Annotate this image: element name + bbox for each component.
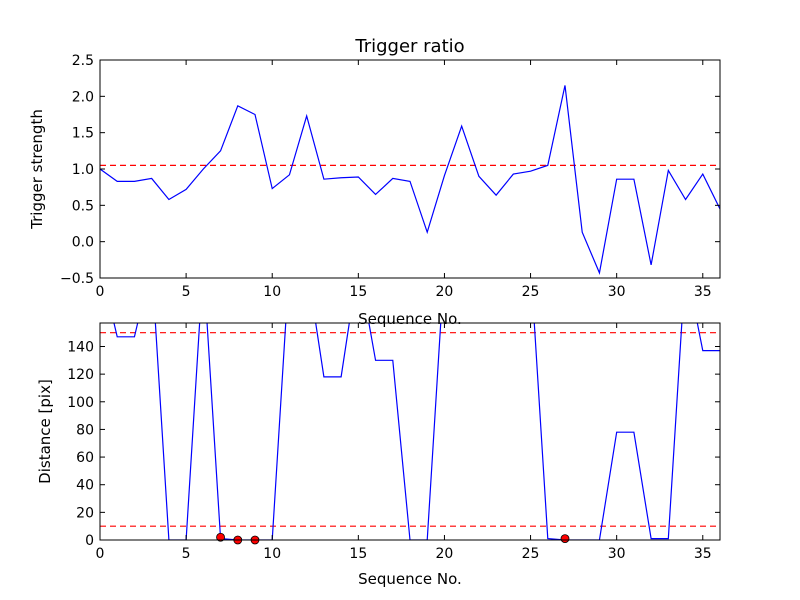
top-xtick-label: 20: [436, 284, 454, 300]
bottom-ytick-label: 40: [76, 478, 94, 494]
top-ytick-label: 1.5: [72, 126, 94, 142]
bottom-xtick-label: 5: [182, 546, 191, 562]
bottom-xtick-label: 0: [96, 546, 105, 562]
bottom-ytick-label: 140: [67, 339, 94, 355]
bottom-ytick-label: 20: [76, 505, 94, 521]
top-plot-area: [100, 85, 720, 275]
top-xtick-label: 15: [349, 284, 367, 300]
top-xtick-label: 5: [182, 284, 191, 300]
top-plot: 0 5 10 15 20 25 30 35 −0.5 0.0 0.5 1.0 1.5 2.0 2.5 Sequ…: [28, 53, 721, 328]
bottom-xtick-label: 15: [349, 546, 367, 562]
top-xtick-label: 35: [694, 284, 712, 300]
bottom-ytick-label: 60: [76, 450, 94, 466]
top-axes-frame: [99, 59, 721, 279]
top-xtick-label: 0: [96, 284, 105, 300]
bottom-ytick-label: 120: [67, 367, 94, 383]
top-yaxis-label: Trigger strength: [28, 109, 46, 230]
bottom-xtick-label: 20: [436, 546, 454, 562]
bottom-xtick-label: 25: [522, 546, 540, 562]
top-xaxis-label: Sequence No.: [358, 310, 462, 328]
bottom-xtick-label: 35: [694, 546, 712, 562]
top-xtick-label: 30: [608, 284, 626, 300]
bottom-xaxis-label: Sequence No.: [358, 570, 462, 588]
top-ytick-label: 0.5: [72, 198, 94, 214]
top-xtick-label: 10: [263, 284, 281, 300]
bottom-axes-frame: [99, 322, 721, 541]
bottom-ytick-label: 80: [76, 422, 94, 438]
top-series-line-0: [100, 85, 720, 275]
top-ytick-label: 0.0: [72, 235, 94, 251]
top-ytick-label: 2.5: [72, 53, 94, 69]
chart-title: Trigger ratio: [354, 36, 464, 57]
top-ytick-label: 1.0: [72, 162, 94, 178]
top-ytick-label: −0.5: [60, 271, 94, 287]
bottom-plot-area: [100, 323, 720, 540]
bottom-yaxis-label: Distance [pix]: [36, 379, 54, 484]
bottom-plot: 0 5 10 15 20 25 30 35 0 20 40 60 80 100 120 140 Sequence…: [36, 322, 721, 588]
bottom-series-line-0: [113, 323, 720, 540]
bottom-ytick-label: 100: [67, 395, 94, 411]
bottom-xtick-label: 10: [263, 546, 281, 562]
bottom-ytick-label: 0: [85, 533, 94, 549]
bottom-marker-point: [216, 532, 225, 542]
top-ytick-label: 2.0: [72, 89, 94, 105]
top-xtick-label: 25: [522, 284, 540, 300]
bottom-xtick-label: 30: [608, 546, 626, 562]
bottom-marker-point: [560, 534, 570, 544]
